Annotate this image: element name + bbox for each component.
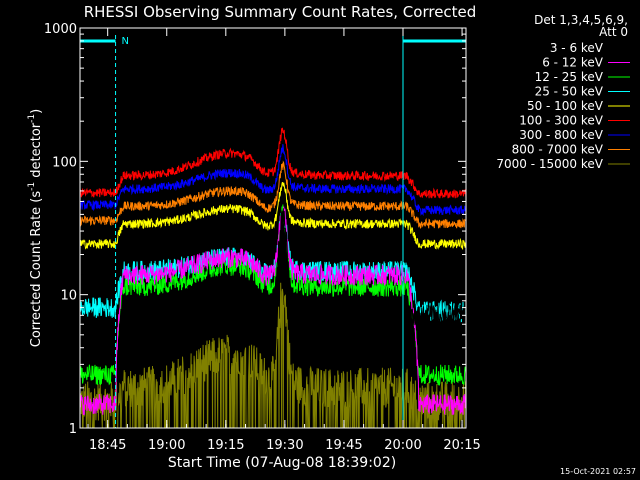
series-line-4 (79, 181, 467, 251)
legend-label: 25 - 50 keV (535, 85, 604, 99)
x-tick-label: 19:45 (325, 438, 362, 453)
y-tick-label: 100 (52, 155, 77, 170)
x-tick-label: 20:00 (384, 438, 421, 453)
legend-title-line-2: Att 0 (599, 25, 628, 39)
series-line-7 (79, 160, 467, 230)
series-line-8 (79, 282, 467, 429)
x-tick-label: 19:30 (266, 438, 303, 453)
legend-label: 12 - 25 keV (535, 70, 604, 84)
legend-label: 300 - 800 keV (519, 128, 603, 142)
legend-label: 3 - 6 keV (550, 41, 604, 55)
night-marker-label: N (122, 36, 129, 47)
legend-title-line-1: Det 1,3,4,5,6,9, (534, 13, 628, 27)
x-axis-label: Start Time (07-Aug-08 18:39:02) (168, 455, 396, 471)
y-tick-label: 10 (60, 289, 77, 304)
x-tick-label: 18:45 (89, 438, 126, 453)
legend-label: 100 - 300 keV (519, 114, 603, 128)
x-tick-label: 20:15 (443, 438, 480, 453)
y-tick-label: 1 (69, 422, 77, 437)
series-line-0 (115, 208, 467, 429)
legend-label: 50 - 100 keV (527, 99, 604, 113)
legend-label: 7000 - 15000 keV (496, 157, 603, 171)
legend-label: 800 - 7000 keV (512, 143, 604, 157)
series-line-2 (79, 204, 467, 386)
y-axis-label: Corrected Count Rate (s-1 detector-1) (27, 109, 44, 347)
series-layer (79, 127, 467, 429)
legend-label: 6 - 12 keV (542, 56, 604, 70)
y-tick-label: 1000 (44, 22, 77, 37)
axis-ticks: 18:45 19:00 19:15 19:30 19:45 20:00 20:15 1 10 10… (44, 22, 481, 453)
x-tick-label: 19:15 (207, 438, 244, 453)
series-line-5 (79, 127, 467, 199)
chart-title: RHESSI Observing Summary Count Rates, Co… (84, 3, 477, 21)
series-line-6 (79, 144, 467, 217)
series-line-1 (79, 206, 467, 415)
x-tick-label: 19:00 (148, 438, 185, 453)
footer-date: 15-Oct-2021 02:57 (560, 467, 636, 476)
plot-frame (79, 27, 467, 429)
